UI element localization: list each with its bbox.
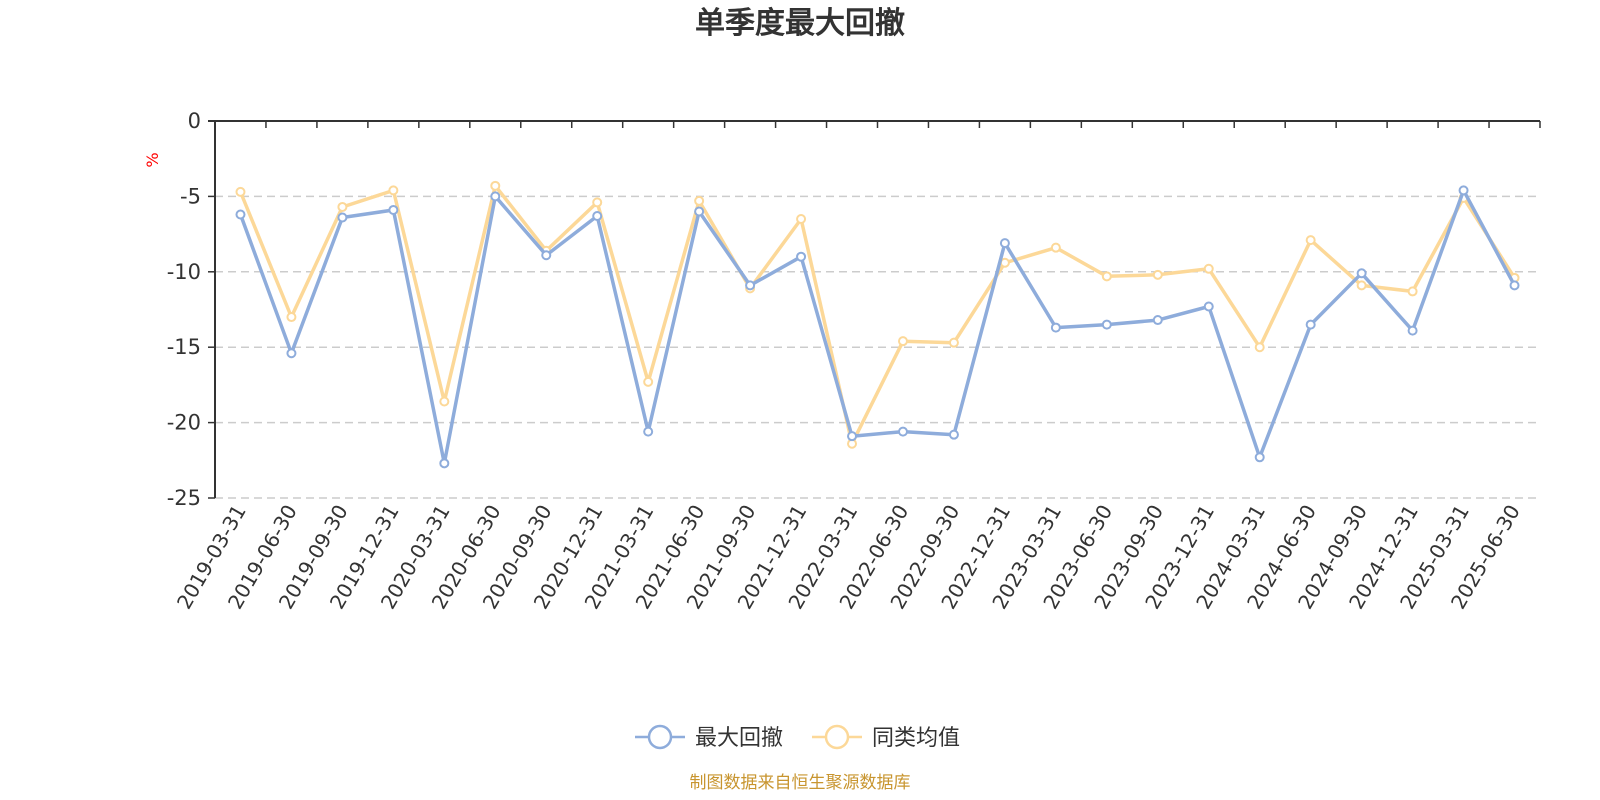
chart-title: 单季度最大回撤 bbox=[695, 6, 905, 41]
legend-marker bbox=[824, 724, 850, 750]
data-source-note: 制图数据来自恒生聚源数据库 bbox=[690, 773, 911, 793]
data-point[interactable] bbox=[1356, 280, 1367, 291]
data-point[interactable] bbox=[1407, 325, 1418, 336]
series-1 bbox=[235, 185, 1520, 469]
data-point[interactable] bbox=[948, 429, 959, 440]
data-point[interactable] bbox=[643, 376, 654, 387]
y-tick-label: -25 bbox=[167, 486, 201, 510]
data-point[interactable] bbox=[388, 204, 399, 215]
data-point[interactable] bbox=[847, 431, 858, 442]
legend-label: 最大回撤 bbox=[695, 726, 783, 751]
y-tick-label: -5 bbox=[180, 184, 201, 208]
data-point[interactable] bbox=[796, 214, 807, 225]
data-point[interactable] bbox=[439, 458, 450, 469]
legend[interactable]: 最大回撤 同类均值 bbox=[635, 724, 960, 751]
data-point[interactable] bbox=[694, 195, 705, 206]
data-point[interactable] bbox=[948, 337, 959, 348]
data-point[interactable] bbox=[1101, 271, 1112, 282]
series-2 bbox=[235, 180, 1520, 449]
data-point[interactable] bbox=[592, 211, 603, 222]
y-tick-label: 0 bbox=[188, 109, 201, 133]
legend-marker bbox=[647, 724, 673, 750]
legend-item-2[interactable]: 同类均值 bbox=[812, 724, 960, 751]
data-point[interactable] bbox=[1203, 263, 1214, 274]
series-group bbox=[235, 180, 1520, 469]
data-point[interactable] bbox=[592, 197, 603, 208]
data-point[interactable] bbox=[1305, 319, 1316, 330]
data-point[interactable] bbox=[1050, 322, 1061, 333]
y-tick-label: -10 bbox=[167, 260, 201, 284]
x-tick-labels: 2019-03-312019-06-302019-09-302019-12-31… bbox=[172, 501, 1525, 614]
y-tick-label: -20 bbox=[167, 411, 201, 435]
y-tick-labels: 0 -5 -10 -15 -20 -25 bbox=[167, 109, 201, 510]
data-point[interactable] bbox=[1152, 315, 1163, 326]
data-point[interactable] bbox=[235, 209, 246, 220]
grid-lines bbox=[215, 195, 1540, 499]
data-point[interactable] bbox=[337, 212, 348, 223]
data-point[interactable] bbox=[1101, 319, 1112, 330]
data-point[interactable] bbox=[439, 396, 450, 407]
data-point[interactable] bbox=[796, 251, 807, 262]
series-line bbox=[238, 188, 1517, 466]
data-point[interactable] bbox=[643, 426, 654, 437]
data-point[interactable] bbox=[897, 336, 908, 347]
data-point[interactable] bbox=[1509, 280, 1520, 291]
axes bbox=[208, 120, 1541, 499]
data-point[interactable] bbox=[337, 201, 348, 212]
data-point[interactable] bbox=[1356, 268, 1367, 279]
data-point[interactable] bbox=[999, 238, 1010, 249]
data-point[interactable] bbox=[541, 250, 552, 261]
data-point[interactable] bbox=[694, 206, 705, 217]
legend-item-1[interactable]: 最大回撤 bbox=[635, 724, 783, 751]
legend-label: 同类均值 bbox=[872, 726, 960, 751]
data-point[interactable] bbox=[1305, 235, 1316, 246]
data-point[interactable] bbox=[1458, 185, 1469, 196]
data-point[interactable] bbox=[1152, 269, 1163, 280]
data-point[interactable] bbox=[897, 426, 908, 437]
data-point[interactable] bbox=[286, 312, 297, 323]
data-point[interactable] bbox=[1050, 242, 1061, 253]
data-point[interactable] bbox=[745, 280, 756, 291]
data-point[interactable] bbox=[490, 180, 501, 191]
data-point[interactable] bbox=[1407, 286, 1418, 297]
data-point[interactable] bbox=[388, 185, 399, 196]
data-point[interactable] bbox=[1254, 342, 1265, 353]
series-line bbox=[238, 184, 1516, 446]
data-point[interactable] bbox=[1203, 301, 1214, 312]
data-point[interactable] bbox=[286, 348, 297, 359]
data-point[interactable] bbox=[235, 186, 246, 197]
data-point[interactable] bbox=[490, 191, 501, 202]
y-tick-label: -15 bbox=[167, 335, 201, 359]
y-axis-unit: % bbox=[143, 152, 162, 167]
data-point[interactable] bbox=[1254, 452, 1265, 463]
